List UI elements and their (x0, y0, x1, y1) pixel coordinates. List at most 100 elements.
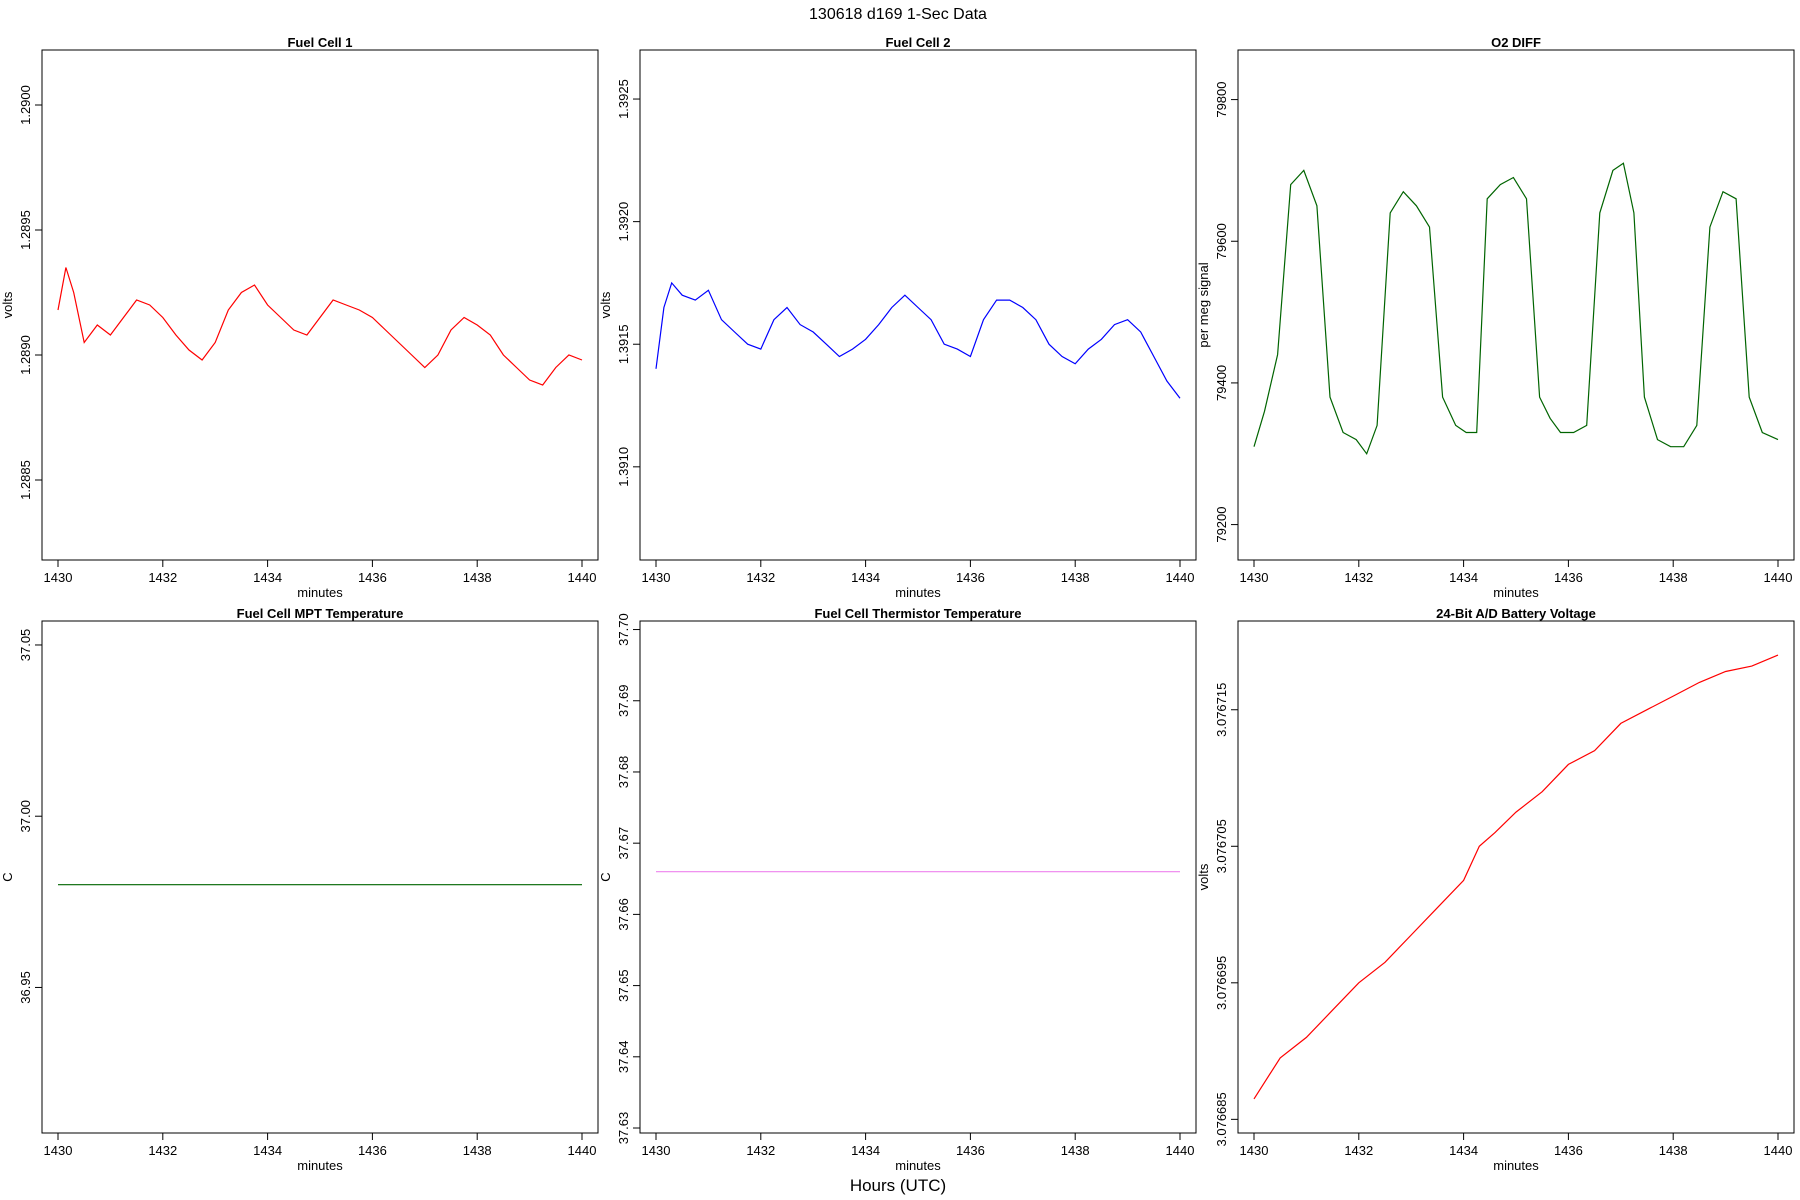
x-tick-label: 1432 (148, 1143, 177, 1158)
plot-frame (1237, 620, 1795, 1134)
panel-fuel-cell-2: Fuel Cell 2 1430 1432 1434 1436 1438 1440 minut… (598, 35, 1197, 600)
panels: Fuel Cell 1 1430 1432 1434 1436 1438 1440 minut… (0, 35, 1795, 1173)
y-tick-label: 3.076705 (1214, 819, 1229, 873)
y-axis-label: volts (1196, 863, 1211, 890)
y-tick-label: 37.64 (616, 1041, 631, 1074)
x-tick-label: 1434 (851, 570, 880, 585)
panel-title: Fuel Cell 1 (287, 35, 352, 50)
panel-24-bit-a-d-battery-voltage: 24-Bit A/D Battery Voltage 1430 1432 1434 14… (1196, 606, 1795, 1173)
y-tick-label: 37.68 (616, 756, 631, 789)
series-line-o2-diff (1253, 162, 1779, 456)
x-tick-label: 1438 (463, 1143, 492, 1158)
x-axis-label: minutes (297, 585, 343, 600)
y-tick-label: 37.05 (18, 629, 33, 662)
y-tick-label: 1.2895 (18, 210, 33, 250)
y-axis-label: volts (0, 291, 15, 318)
y-tick-label: 79200 (1214, 507, 1229, 543)
panel-title: Fuel Cell MPT Temperature (237, 606, 404, 621)
x-tick-label: 1440 (1764, 570, 1793, 585)
plot-frame (41, 620, 599, 1134)
y-axis-label: volts (598, 291, 613, 318)
y-tick-label: 37.63 (616, 1112, 631, 1145)
x-tick-label: 1440 (568, 570, 597, 585)
y-tick-label: 79400 (1214, 365, 1229, 401)
y-tick-label: 79600 (1214, 223, 1229, 259)
series-line-fuel-cell-2 (655, 281, 1181, 399)
x-axis-label: minutes (297, 1158, 343, 1173)
plot-frame (41, 49, 599, 561)
x-axis-label: minutes (895, 1158, 941, 1173)
panel-o2-diff: O2 DIFF 1430 1432 1434 1436 1438 1440 minutes 79… (1196, 35, 1795, 600)
x-axis-label: minutes (1493, 1158, 1539, 1173)
x-tick-label: 1430 (44, 1143, 73, 1158)
y-tick-label: 37.69 (616, 684, 631, 717)
x-tick-label: 1438 (1061, 1143, 1090, 1158)
x-tick-label: 1434 (1449, 570, 1478, 585)
x-tick-label: 1440 (1166, 1143, 1195, 1158)
x-tick-label: 1434 (851, 1143, 880, 1158)
series-line-fuel-cell-1 (57, 267, 583, 386)
x-tick-label: 1440 (1166, 570, 1195, 585)
panel-title: Fuel Cell 2 (885, 35, 950, 50)
x-tick-label: 1438 (1061, 570, 1090, 585)
y-tick-label: 1.2890 (18, 335, 33, 375)
x-tick-label: 1430 (1240, 1143, 1269, 1158)
x-tick-label: 1430 (1240, 570, 1269, 585)
x-tick-label: 1432 (1344, 570, 1373, 585)
y-tick-label: 1.3915 (616, 324, 631, 364)
plot-frame (1237, 49, 1795, 561)
x-axis-label: minutes (1493, 585, 1539, 600)
panel-title: Fuel Cell Thermistor Temperature (814, 606, 1021, 621)
y-tick-label: 3.076695 (1214, 956, 1229, 1010)
x-tick-label: 1436 (956, 570, 985, 585)
series-line-24-bit-a-d-battery-voltage (1253, 654, 1779, 1100)
x-tick-label: 1440 (568, 1143, 597, 1158)
x-tick-label: 1438 (463, 570, 492, 585)
x-tick-label: 1438 (1659, 570, 1688, 585)
x-tick-label: 1436 (1554, 1143, 1583, 1158)
x-tick-label: 1432 (746, 1143, 775, 1158)
y-tick-label: 1.2900 (18, 85, 33, 125)
y-tick-label: 37.00 (18, 800, 33, 833)
y-tick-label: 37.67 (616, 827, 631, 860)
x-tick-label: 1438 (1659, 1143, 1688, 1158)
x-tick-label: 1432 (148, 570, 177, 585)
y-tick-label: 1.2885 (18, 460, 33, 500)
x-tick-label: 1436 (358, 570, 387, 585)
x-tick-label: 1440 (1764, 1143, 1793, 1158)
x-tick-label: 1430 (642, 570, 671, 585)
x-tick-label: 1430 (642, 1143, 671, 1158)
panel-fuel-cell-thermistor-temperature: Fuel Cell Thermistor Temperature 1430 1432… (598, 606, 1197, 1173)
figure-title: 130618 d169 1-Sec Data (809, 6, 987, 23)
x-tick-label: 1432 (1344, 1143, 1373, 1158)
x-tick-label: 1432 (746, 570, 775, 585)
plot-frame (639, 49, 1197, 561)
y-axis-label: C (598, 872, 613, 881)
plot-frame (639, 620, 1197, 1134)
x-tick-label: 1434 (253, 1143, 282, 1158)
x-tick-label: 1436 (358, 1143, 387, 1158)
x-tick-label: 1430 (44, 570, 73, 585)
y-axis-label: per meg signal (1196, 262, 1211, 347)
figure-xlabel: Hours (UTC) (850, 1176, 946, 1195)
y-tick-label: 1.3920 (616, 202, 631, 242)
y-tick-label: 1.3925 (616, 79, 631, 119)
y-tick-label: 37.66 (616, 898, 631, 931)
panel-fuel-cell-mpt-temperature: Fuel Cell MPT Temperature 1430 1432 1434 143… (0, 606, 599, 1173)
y-tick-label: 37.65 (616, 969, 631, 1002)
panel-fuel-cell-1: Fuel Cell 1 1430 1432 1434 1436 1438 1440 minut… (0, 35, 599, 600)
panel-title: 24-Bit A/D Battery Voltage (1436, 606, 1596, 621)
y-tick-label: 79800 (1214, 82, 1229, 118)
x-axis-label: minutes (895, 585, 941, 600)
x-tick-label: 1436 (956, 1143, 985, 1158)
y-axis-label: C (0, 872, 15, 881)
y-tick-label: 3.076715 (1214, 683, 1229, 737)
x-tick-label: 1434 (253, 570, 282, 585)
y-tick-label: 37.70 (616, 613, 631, 646)
y-tick-label: 1.3910 (616, 447, 631, 487)
x-tick-label: 1434 (1449, 1143, 1478, 1158)
panel-title: O2 DIFF (1491, 35, 1541, 50)
x-tick-label: 1436 (1554, 570, 1583, 585)
y-tick-label: 36.95 (18, 971, 33, 1004)
